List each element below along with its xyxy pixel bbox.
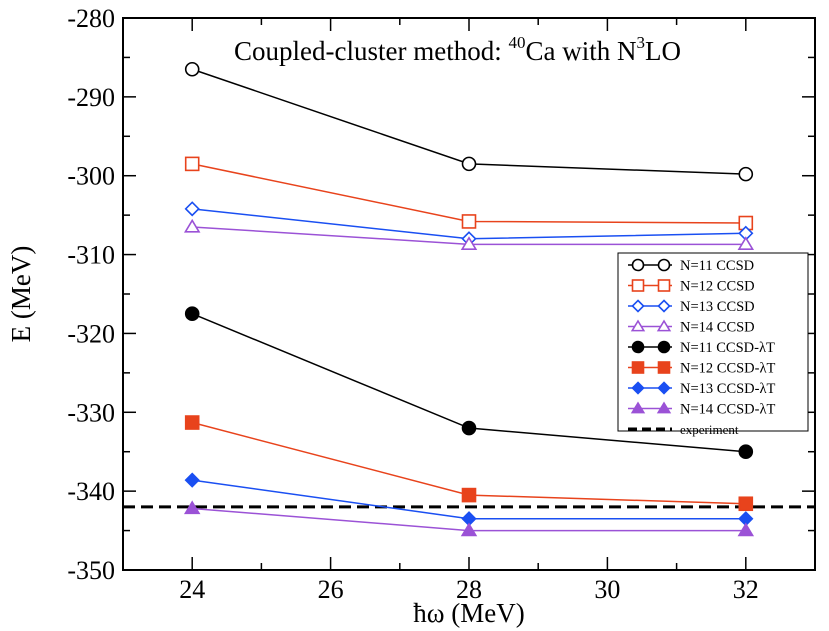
legend-entry: N=11 CCSD-λT — [628, 340, 775, 356]
x-tick-label: 32 — [733, 575, 759, 604]
legend-label: N=13 CCSD-λT — [680, 381, 776, 397]
series-layer — [123, 61, 815, 537]
legend-entry: N=12 CCSD — [628, 279, 755, 295]
data-point — [461, 156, 477, 172]
data-point — [184, 306, 200, 322]
series — [184, 472, 754, 527]
series — [184, 415, 754, 512]
y-tick-label: -300 — [67, 162, 115, 191]
data-point — [738, 166, 754, 182]
x-tick-label: 24 — [179, 575, 205, 604]
legend-label: N=12 CCSD-λT — [680, 361, 776, 377]
data-point — [184, 156, 200, 172]
legend-marker — [657, 299, 671, 313]
x-tick-label: 30 — [594, 575, 620, 604]
y-tick-label: -350 — [67, 556, 115, 585]
data-point — [184, 472, 200, 488]
legend-marker — [656, 401, 672, 414]
title-power: 3 — [636, 33, 645, 52]
series — [184, 156, 754, 231]
data-point — [737, 522, 755, 537]
legend-marker — [631, 361, 645, 374]
legend-marker — [631, 258, 645, 272]
legend-entry: experiment — [628, 422, 739, 437]
data-point — [460, 522, 478, 537]
data-point — [461, 487, 477, 503]
data-point — [461, 420, 477, 436]
legend-marker — [657, 279, 671, 292]
legend-marker — [657, 340, 671, 354]
series — [184, 306, 754, 460]
title-tail: LO — [645, 36, 681, 66]
legend-entry: N=13 CCSD — [628, 299, 755, 315]
data-point — [183, 218, 201, 233]
data-point — [184, 415, 200, 430]
data-point — [461, 214, 477, 229]
y-tick-label: -330 — [67, 398, 115, 427]
title-element: Ca with N — [525, 36, 636, 66]
x-axis-label: ħω (MeV) — [413, 598, 525, 628]
data-point — [738, 444, 754, 460]
axis-ticks: 24 26 28 30 32 -350 -340 -330 -320 -310 -300 -290 -2… — [67, 4, 816, 604]
legend-entry: N=11 CCSD — [628, 258, 754, 274]
legend-marker — [631, 381, 645, 395]
title-main: Coupled-cluster method: — [234, 36, 508, 66]
legend-entry: N=14 CCSD-λT — [628, 401, 776, 418]
legend-label: experiment — [680, 422, 739, 437]
x-tick-label: 26 — [318, 575, 344, 604]
series — [183, 500, 755, 537]
data-point — [184, 201, 200, 217]
data-point — [184, 61, 200, 77]
legend-marker — [631, 340, 645, 354]
legend-marker — [630, 401, 646, 414]
x-tick-label: 28 — [456, 575, 482, 604]
data-point — [738, 496, 754, 512]
data-point — [460, 236, 478, 250]
y-tick-label: -290 — [67, 83, 115, 112]
legend-marker — [631, 299, 645, 313]
legend-marker — [631, 279, 645, 292]
legend-entry: N=13 CCSD-λT — [628, 381, 776, 397]
legend-label: N=14 CCSD — [680, 320, 755, 336]
legend-box — [617, 252, 809, 432]
legend-label: N=13 CCSD — [680, 299, 755, 315]
legend-marker — [630, 319, 646, 332]
legend-marker — [656, 319, 672, 332]
chart-title: Coupled-cluster method: 40Ca with N3LO — [234, 33, 681, 66]
series — [184, 61, 754, 182]
y-tick-label: -320 — [67, 319, 115, 348]
legend-marker — [657, 258, 671, 272]
legend-entry: N=12 CCSD-λT — [628, 361, 776, 377]
legend-label: N=11 CCSD — [680, 258, 754, 274]
y-tick-label: -280 — [67, 4, 115, 33]
chart-title-text: Coupled-cluster method: 40Ca with N3LO — [234, 33, 681, 66]
series — [183, 218, 755, 250]
legend-marker — [657, 381, 671, 395]
y-tick-label: -340 — [67, 477, 115, 506]
legend: N=11 CCSD N=12 CCSD N=13 CCSD N=14 CCSD N=11… — [617, 252, 809, 437]
legend-label: N=11 CCSD-λT — [680, 340, 775, 356]
y-axis-label: E (MeV) — [6, 246, 36, 343]
legend-marker — [657, 361, 671, 374]
data-point — [737, 236, 755, 250]
y-tick-label: -310 — [67, 241, 115, 270]
legend-entry: N=14 CCSD — [628, 319, 755, 336]
data-point — [183, 500, 201, 515]
legend-label: N=14 CCSD-λT — [680, 402, 776, 418]
legend-label: N=12 CCSD — [680, 279, 755, 295]
title-isotope-mass: 40 — [508, 33, 525, 52]
